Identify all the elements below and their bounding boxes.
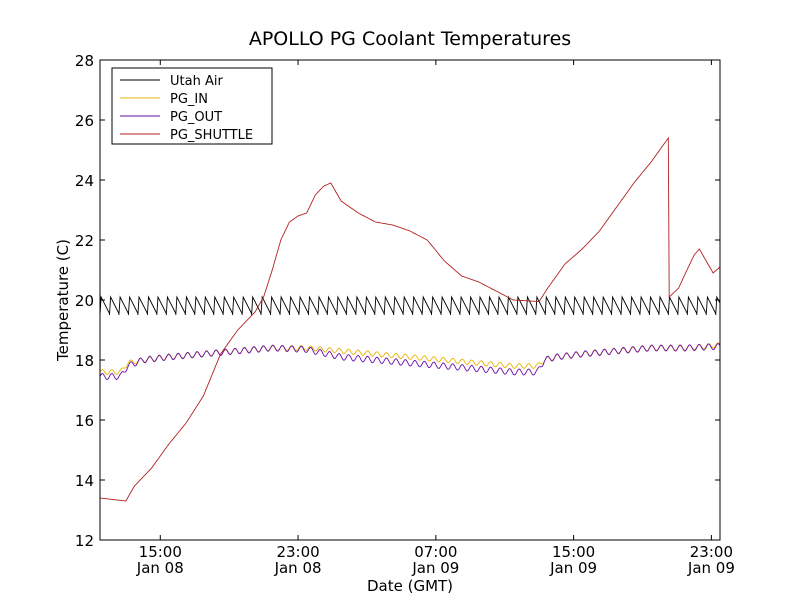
- x-tick-time-label: 23:00: [690, 543, 733, 561]
- y-tick-label: 18: [75, 352, 94, 370]
- series-line-pg-shuttle: [100, 136, 720, 502]
- y-tick-label: 22: [75, 232, 94, 250]
- y-tick-label: 28: [75, 52, 94, 70]
- y-tick-label: 12: [75, 532, 94, 550]
- legend: Utah Air PG_IN PG_OUT PG_SHUTTLE: [111, 67, 273, 145]
- legend-label-pg-shuttle: PG_SHUTTLE: [170, 128, 253, 143]
- series-layer: [100, 136, 720, 502]
- x-tick-date-label: Jan 08: [274, 559, 322, 577]
- x-axis-label: Date (GMT): [367, 577, 453, 595]
- legend-label-pg-in: PG_IN: [170, 92, 208, 107]
- x-tick-date-label: Jan 09: [549, 559, 597, 577]
- x-tick-time-label: 07:00: [414, 543, 457, 561]
- y-axis: 12 14 16 18 20 22 24 26 28: [75, 52, 720, 550]
- y-tick-label: 24: [75, 172, 94, 190]
- series-line-utah-air: [100, 295, 720, 316]
- x-tick-time-label: 23:00: [276, 543, 319, 561]
- y-tick-label: 14: [75, 472, 94, 490]
- legend-box: [111, 67, 273, 145]
- y-axis-label: Temperature (C): [54, 239, 72, 362]
- x-tick-date-label: Jan 08: [136, 559, 184, 577]
- x-tick-date-label: Jan 09: [411, 559, 459, 577]
- y-tick-label: 26: [75, 112, 94, 130]
- series-line-pg-out: [100, 343, 720, 381]
- legend-label-utah-air: Utah Air: [170, 74, 223, 89]
- x-tick-date-label: Jan 09: [687, 559, 735, 577]
- y-tick-label: 20: [75, 292, 94, 310]
- legend-label-pg-out: PG_OUT: [170, 110, 222, 125]
- chart-title: APOLLO PG Coolant Temperatures: [249, 28, 571, 50]
- x-tick-time-label: 15:00: [552, 543, 595, 561]
- x-tick-time-label: 15:00: [139, 543, 182, 561]
- y-tick-label: 16: [75, 412, 94, 430]
